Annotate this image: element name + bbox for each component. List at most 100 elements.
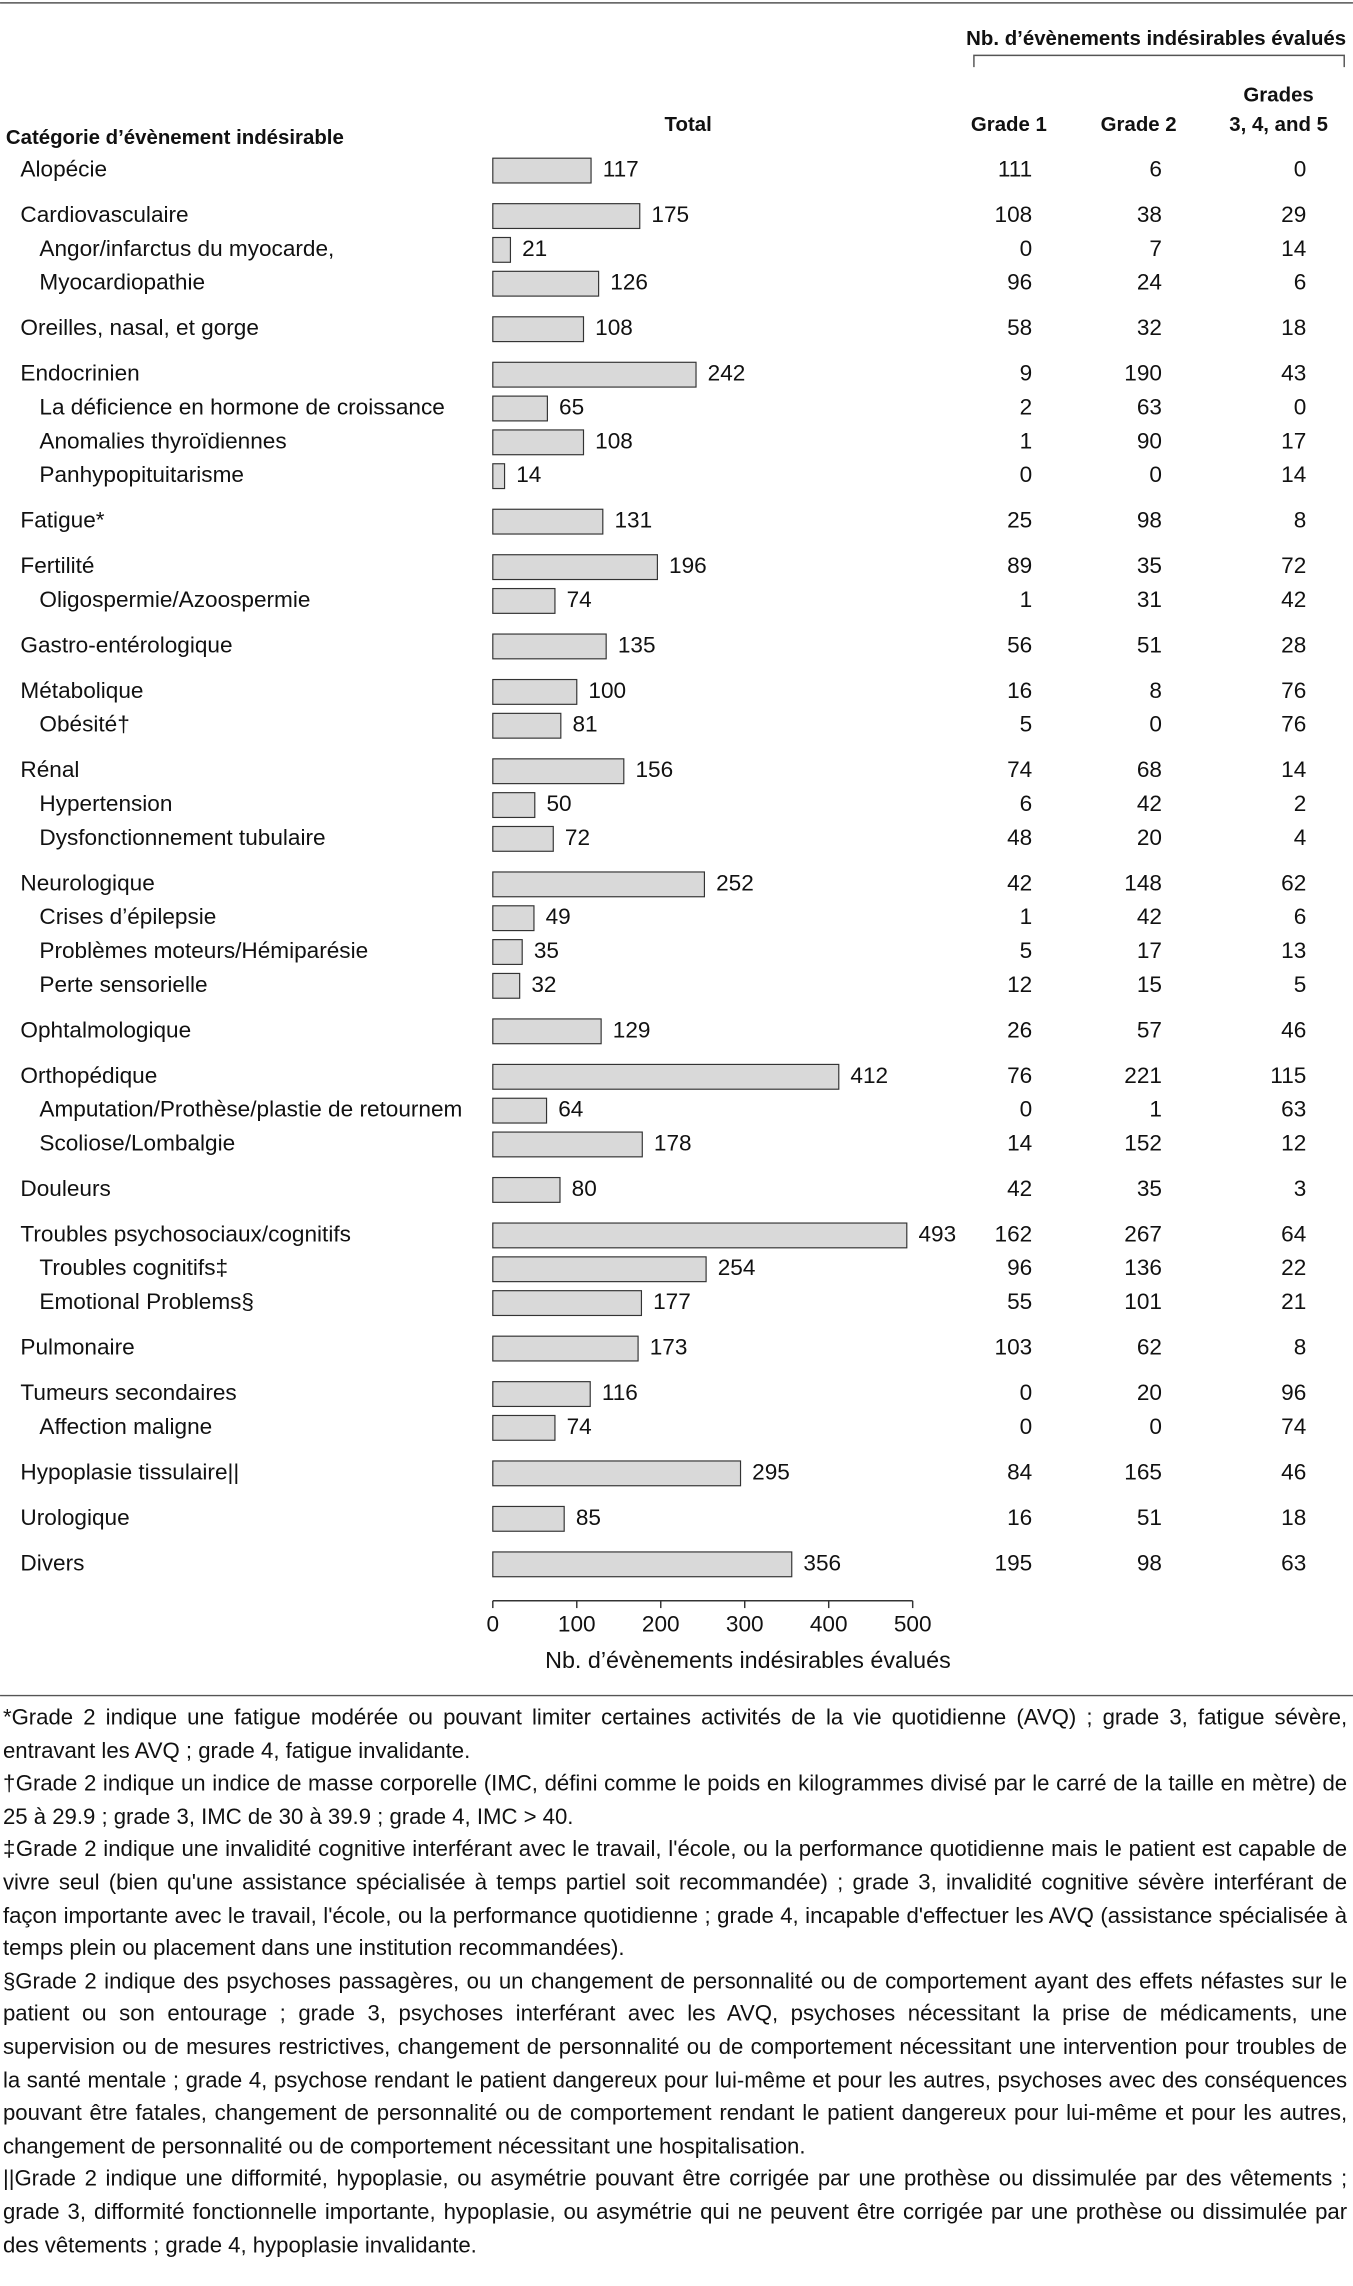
- grade-value: 74: [1281, 1414, 1306, 1439]
- grade-value: 108: [995, 202, 1033, 227]
- value-label: 74: [567, 587, 592, 612]
- grade-value: 152: [1124, 1130, 1162, 1155]
- bar: [492, 1176, 561, 1203]
- value-label: 412: [850, 1063, 888, 1088]
- grade-value: 58: [1007, 315, 1032, 340]
- grade-value: 31: [1137, 587, 1162, 612]
- grade-value: 89: [1007, 553, 1032, 578]
- grade-value: 38: [1137, 202, 1162, 227]
- group-bracket: [973, 54, 1345, 68]
- grade-value: 0: [1149, 462, 1162, 487]
- grade-value: 28: [1281, 632, 1306, 657]
- grade-value: 64: [1281, 1221, 1306, 1246]
- bar: [492, 1018, 602, 1045]
- x-axis-label: Nb. d’évènements indésirables évalués: [545, 1647, 951, 1673]
- grade-value: 24: [1137, 270, 1162, 295]
- footnotes: *Grade 2 indique une fatigue modérée ou …: [3, 1703, 1347, 2263]
- grade-value: 6: [1294, 904, 1307, 929]
- bar: [492, 270, 600, 297]
- category-label: Hypoplasie tissulaire||: [20, 1459, 239, 1484]
- footnote: ‡Grade 2 indique une invalidité cognitiv…: [2, 1837, 1348, 1962]
- grade-value: 2: [1294, 791, 1307, 816]
- value-label: 80: [572, 1176, 597, 1201]
- grade-value: 17: [1281, 428, 1306, 453]
- grade-value: 6: [1020, 791, 1033, 816]
- grade-value: 115: [1270, 1063, 1306, 1088]
- x-tick-label: 200: [642, 1612, 680, 1637]
- category-label: Oreilles, nasal, et gorge: [20, 315, 258, 340]
- grade-value: 12: [1281, 1130, 1306, 1155]
- grade-value: 35: [1137, 1176, 1162, 1201]
- category-label: Problèmes moteurs/Hémiparésie: [39, 938, 368, 963]
- value-label: 175: [651, 202, 689, 227]
- grade-value: 16: [1007, 1505, 1032, 1530]
- grade-value: 55: [1007, 1289, 1032, 1314]
- grade-value: 148: [1124, 870, 1162, 895]
- grade-value: 1: [1149, 1097, 1162, 1122]
- grade-value: 101: [1124, 1289, 1162, 1314]
- grade-value: 43: [1281, 361, 1306, 386]
- bar: [492, 1063, 840, 1090]
- grade-value: 1: [1020, 428, 1033, 453]
- value-label: 14: [516, 462, 541, 487]
- value-label: 129: [613, 1017, 651, 1042]
- category-label: Anomalies thyroïdiennes: [39, 428, 286, 453]
- grade-header: 3, 4, and 5: [1229, 114, 1328, 136]
- category-label: Myocardiopathie: [39, 270, 205, 295]
- bar: [492, 316, 585, 343]
- grade-value: 14: [1281, 757, 1306, 782]
- category-label: Métabolique: [20, 678, 143, 703]
- value-label: 64: [558, 1097, 583, 1122]
- total-header: Total: [665, 114, 712, 136]
- grade-value: 17: [1137, 938, 1162, 963]
- grade-value: 1: [1020, 587, 1033, 612]
- x-tick-label: 400: [810, 1612, 848, 1637]
- grade-value: 0: [1020, 1097, 1033, 1122]
- grade-value: 42: [1137, 791, 1162, 816]
- bar: [492, 1256, 707, 1283]
- grade-value: 68: [1137, 757, 1162, 782]
- bar: [492, 361, 697, 388]
- value-label: 50: [546, 791, 571, 816]
- grade-value: 84: [1007, 1459, 1032, 1484]
- grade-value: 12: [1007, 972, 1032, 997]
- grade-value: 6: [1294, 270, 1307, 295]
- category-label: Endocrinien: [20, 361, 139, 386]
- grade-value: 4: [1294, 825, 1307, 850]
- grade-value: 162: [995, 1221, 1033, 1246]
- grade-value: 98: [1137, 508, 1162, 533]
- x-tick-label: 100: [558, 1612, 596, 1637]
- bar: [492, 1381, 591, 1408]
- category-label: Crises d’épilepsie: [39, 904, 216, 929]
- bar: [492, 508, 604, 535]
- category-label: Neurologique: [20, 870, 154, 895]
- x-tick-label: 300: [726, 1612, 764, 1637]
- bar: [492, 1131, 643, 1158]
- grade-value: 72: [1281, 553, 1306, 578]
- bar: [492, 905, 535, 932]
- value-label: 72: [565, 825, 590, 850]
- bar: [492, 236, 512, 263]
- footnotes-box: *Grade 2 indique une fatigue modérée ou …: [3, 1703, 1347, 2263]
- grade-value: 16: [1007, 678, 1032, 703]
- grade-value: 13: [1281, 938, 1306, 963]
- category-label: Affection maligne: [39, 1414, 212, 1439]
- grade-value: 42: [1137, 904, 1162, 929]
- grade-value: 8: [1149, 678, 1162, 703]
- value-label: 196: [669, 553, 707, 578]
- value-label: 49: [546, 904, 571, 929]
- grade-value: 9: [1020, 361, 1033, 386]
- grade-value: 51: [1137, 632, 1162, 657]
- category-label: Divers: [20, 1550, 84, 1575]
- grade-value: 103: [995, 1335, 1033, 1360]
- grade-value: 1: [1020, 904, 1033, 929]
- grade-value: 8: [1294, 508, 1307, 533]
- category-label: Gastro-entérologique: [20, 632, 232, 657]
- grade-value: 42: [1281, 587, 1306, 612]
- category-label: Emotional Problems§: [39, 1289, 254, 1314]
- grade-value: 98: [1137, 1550, 1162, 1575]
- footnote: †Grade 2 indique un indice de masse corp…: [2, 1771, 1348, 1830]
- grade-value: 21: [1281, 1289, 1306, 1314]
- grade-value: 63: [1137, 394, 1162, 419]
